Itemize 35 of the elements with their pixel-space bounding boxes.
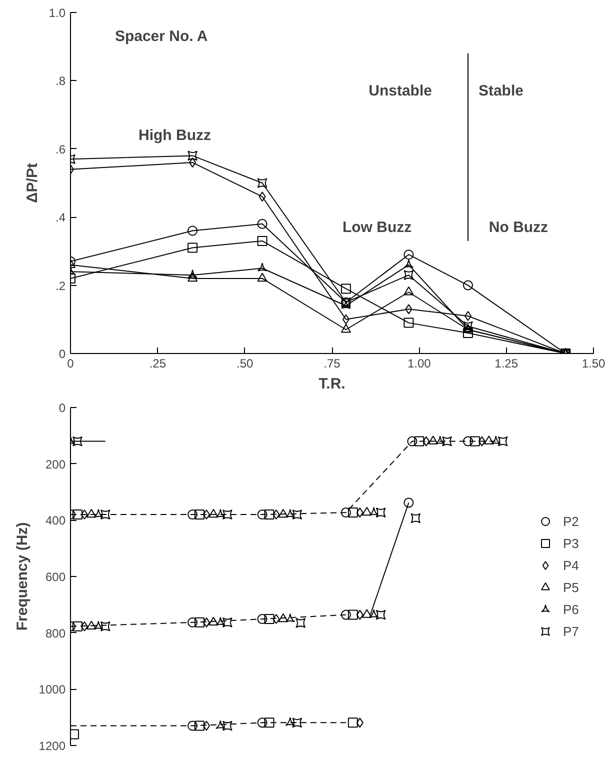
x-axis-title: T.R. bbox=[318, 376, 346, 392]
y-tick-label: 1200 bbox=[38, 739, 66, 753]
legend-label: P3 bbox=[563, 536, 580, 550]
annotation: Stable bbox=[478, 82, 524, 100]
y-tick-label: 1000 bbox=[38, 682, 66, 697]
y-tick-label: 600 bbox=[45, 570, 66, 584]
y-tick-label: 400 bbox=[45, 514, 66, 528]
x-tick-label: .50 bbox=[236, 356, 254, 370]
x-tick-label: 0 bbox=[67, 356, 74, 370]
y-tick-label: 200 bbox=[45, 457, 66, 472]
y-tick-label: 0 bbox=[58, 347, 66, 361]
y-tick-label: .4 bbox=[55, 210, 66, 225]
y-tick-label: .2 bbox=[55, 278, 66, 293]
y-tick-label: 0 bbox=[58, 401, 66, 415]
legend-label: P7 bbox=[563, 624, 580, 638]
y-tick-label: 1.0 bbox=[48, 6, 66, 20]
y-tick-label: .8 bbox=[55, 74, 66, 88]
x-tick-label: 1.25 bbox=[494, 356, 518, 370]
legend-label: P4 bbox=[563, 558, 580, 572]
x-tick-label: 1.50 bbox=[582, 356, 606, 370]
y-axis-title: Frequency (Hz) bbox=[14, 522, 31, 631]
legend-label: P2 bbox=[563, 514, 580, 528]
x-tick-label: 1.00 bbox=[407, 356, 432, 370]
y-tick-label: .6 bbox=[55, 142, 66, 156]
x-tick-label: .75 bbox=[324, 356, 341, 370]
annotation: No Buzz bbox=[488, 218, 548, 236]
legend-label: P6 bbox=[563, 602, 580, 616]
y-tick-label: 800 bbox=[45, 626, 66, 640]
annotation: Unstable bbox=[368, 82, 432, 100]
y-axis-title: ΔP/Pt bbox=[24, 163, 41, 203]
legend-label: P5 bbox=[563, 580, 580, 594]
annotation: Spacer No. A bbox=[114, 28, 208, 45]
x-tick-label: .25 bbox=[149, 356, 166, 370]
annotation: Low Buzz bbox=[342, 218, 412, 236]
annotation: High Buzz bbox=[138, 126, 211, 144]
